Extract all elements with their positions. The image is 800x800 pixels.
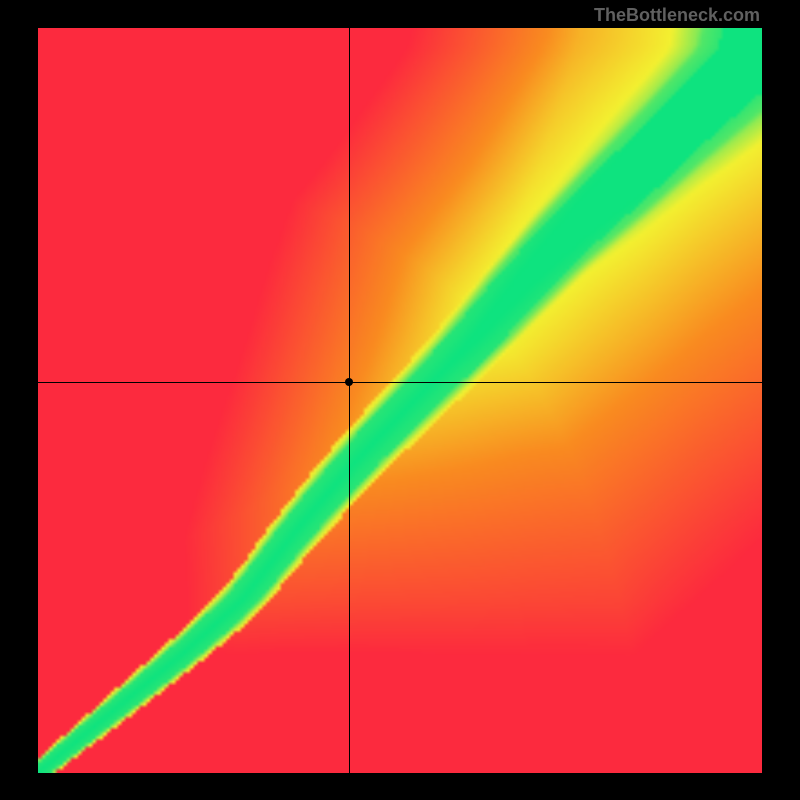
crosshair-marker	[345, 378, 353, 386]
crosshair-vertical	[349, 28, 350, 773]
crosshair-horizontal	[38, 382, 762, 383]
heatmap-canvas	[38, 28, 762, 773]
heatmap-chart	[38, 28, 762, 773]
watermark-text: TheBottleneck.com	[594, 5, 760, 26]
